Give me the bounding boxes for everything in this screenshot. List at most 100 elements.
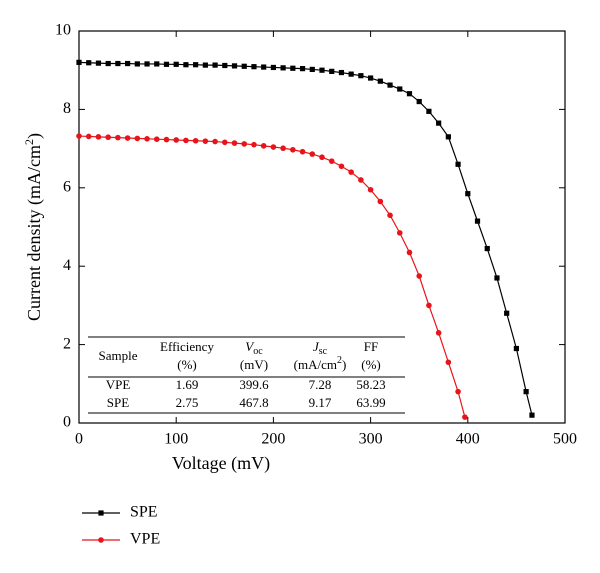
data-point: [309, 66, 315, 73]
data-point: [95, 60, 102, 66]
data-point: [76, 59, 82, 65]
data-point: [387, 212, 393, 219]
table-header: Sample: [99, 348, 138, 363]
data-point: [270, 144, 277, 150]
table-cell: 7.28: [309, 377, 332, 392]
table-header-unit: (%): [177, 357, 197, 372]
data-point: [251, 141, 257, 148]
data-point: [212, 138, 218, 145]
data-point: [462, 414, 468, 420]
y-axis-label-text: Current density (mA/cm: [24, 145, 45, 321]
header-unit: (%): [361, 357, 381, 372]
x-tick-label: 100: [164, 431, 188, 448]
table-cell: 58.23: [356, 377, 385, 392]
y-axis-label-end: ): [24, 133, 45, 139]
data-point: [494, 275, 500, 281]
data-point: [358, 177, 364, 183]
data-point: [105, 60, 111, 67]
x-tick-label: 200: [261, 431, 285, 448]
data-point: [144, 61, 150, 67]
y-tick-label: 2: [63, 335, 71, 352]
data-point: [455, 388, 461, 395]
data-point: [319, 67, 325, 73]
data-point: [134, 135, 141, 142]
x-tick-label: 500: [553, 431, 577, 448]
data-point: [445, 359, 452, 366]
legend-marker: [98, 510, 104, 516]
x-tick-label: 0: [75, 431, 83, 448]
data-point: [416, 98, 422, 105]
data-point: [455, 161, 461, 167]
data-point: [231, 140, 238, 146]
data-point: [299, 148, 306, 155]
data-point: [134, 61, 140, 67]
table-cell: 1.69: [176, 377, 199, 392]
header-sub: sc: [319, 346, 328, 357]
data-point: [183, 62, 189, 68]
data-point: [348, 71, 354, 77]
data-point: [397, 86, 403, 92]
table-header-unit: (%): [361, 357, 381, 372]
data-point: [163, 61, 170, 67]
data-point: [290, 146, 296, 153]
data-point: [251, 64, 257, 70]
data-point: [309, 151, 316, 157]
data-point: [328, 158, 335, 164]
table-cell: 63.99: [356, 395, 385, 410]
legend-marker: [98, 537, 104, 543]
header-unit: (mV): [240, 357, 268, 372]
table-cell: SPE: [107, 395, 129, 410]
data-point: [192, 137, 199, 144]
table-header: Efficiency: [160, 339, 214, 354]
data-point: [125, 60, 131, 67]
header-sup: 2: [337, 355, 342, 366]
data-point: [368, 75, 374, 81]
header-symbol: V: [245, 339, 255, 354]
y-axis-label-sup: 2: [22, 139, 36, 145]
data-point: [474, 218, 481, 224]
data-point: [76, 133, 82, 139]
header-end: ): [342, 357, 346, 372]
data-point: [124, 135, 131, 141]
data-point: [426, 108, 432, 114]
data-point: [348, 169, 354, 175]
data-point: [358, 73, 364, 79]
data-point: [86, 60, 92, 66]
plot-frame: [78, 30, 566, 424]
data-point: [329, 68, 335, 74]
y-tick-label: 8: [63, 100, 71, 117]
y-tick-label: 0: [63, 414, 71, 431]
x-tick-label: 300: [359, 431, 383, 448]
y-tick-label: 4: [63, 257, 71, 274]
data-point: [241, 63, 247, 69]
data-point: [153, 136, 160, 142]
data-point: [115, 60, 121, 67]
x-axis-label: Voltage (mV): [172, 453, 270, 474]
y-tick-label: 10: [55, 22, 71, 39]
legend-label: SPE: [130, 504, 158, 521]
data-point: [406, 91, 413, 97]
table-header: Voc: [245, 339, 263, 357]
data-point: [231, 63, 238, 69]
data-point: [523, 389, 529, 395]
data-point: [338, 69, 345, 76]
header-sub: oc: [253, 346, 263, 357]
data-point: [377, 78, 383, 84]
x-tick-label: 400: [456, 431, 480, 448]
data-point: [183, 137, 189, 144]
data-point: [173, 61, 179, 67]
data-point: [445, 134, 451, 140]
data-point: [465, 191, 471, 197]
data-point: [299, 66, 306, 72]
table-cell: 2.75: [176, 395, 199, 410]
data-point: [484, 245, 490, 252]
table-header: Jsc: [313, 339, 328, 357]
table-cell: 467.8: [239, 395, 268, 410]
data-point: [115, 134, 121, 141]
header-unit: (mA/cm: [294, 357, 337, 372]
data-point: [105, 134, 111, 141]
data-point: [261, 64, 267, 70]
data-point: [173, 137, 179, 143]
data-point: [163, 136, 170, 143]
data-point: [95, 134, 102, 140]
